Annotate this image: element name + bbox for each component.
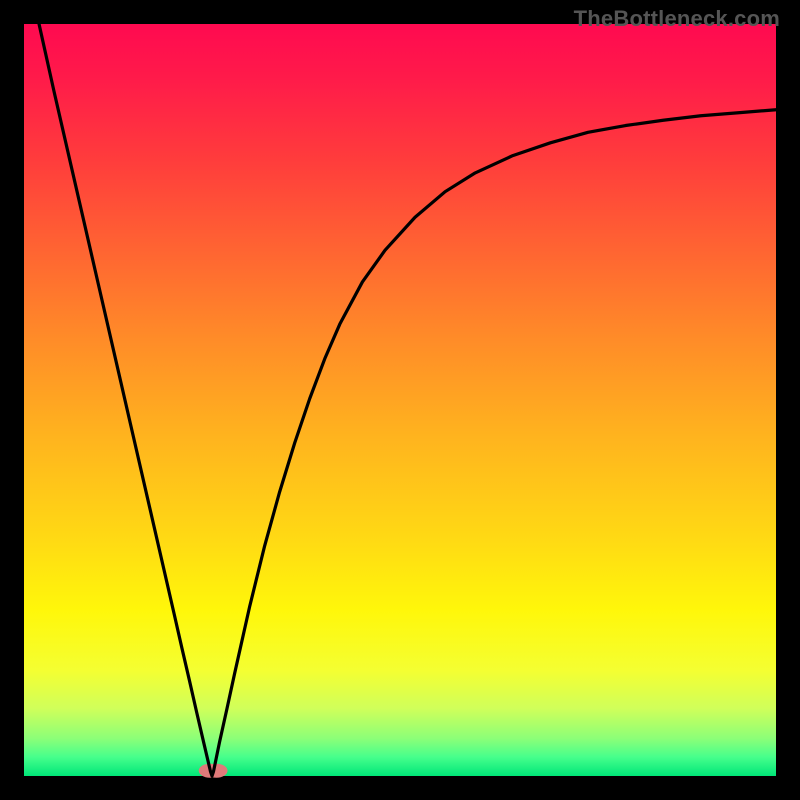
- chart-stage: TheBottleneck.com: [0, 0, 800, 800]
- watermark-label: TheBottleneck.com: [574, 6, 780, 32]
- bottleneck-chart: [0, 0, 800, 800]
- plot-background: [24, 24, 776, 776]
